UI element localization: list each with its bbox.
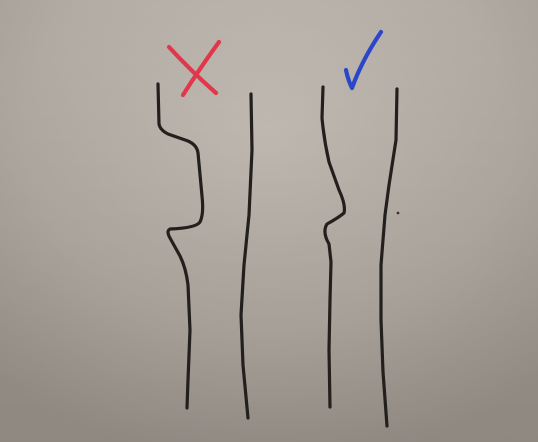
blue-check-icon [343,29,384,91]
red-x-icon [166,39,222,98]
board-speck [396,211,400,215]
correct-shape-right-line [379,87,399,428]
wrong-shape-left-line [156,82,205,410]
correct-shape-left-line [320,85,347,409]
wrong-shape-right-line [239,92,254,420]
